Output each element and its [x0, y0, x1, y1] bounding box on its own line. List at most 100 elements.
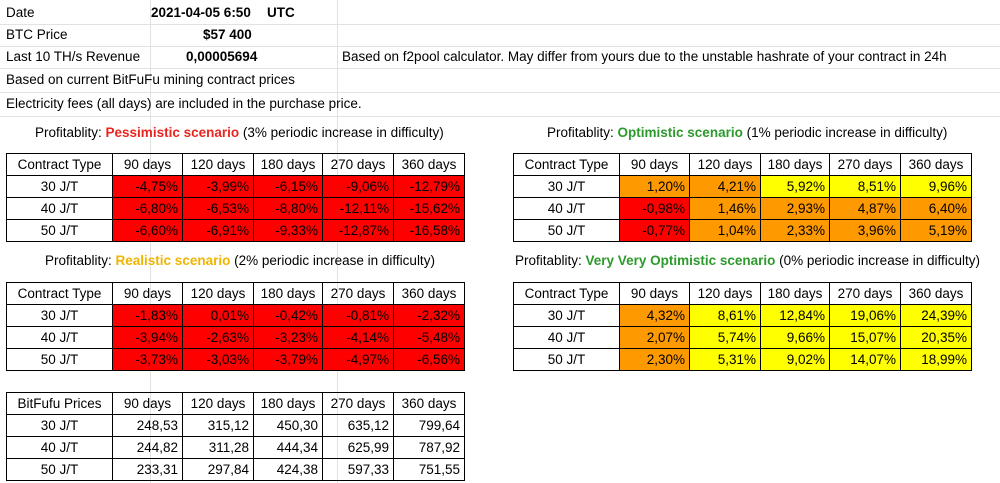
value-cell[interactable]: -0,42%	[253, 304, 323, 327]
value-cell[interactable]: 18,99%	[900, 348, 972, 371]
value-cell[interactable]: 5,74%	[689, 326, 761, 349]
table-realistic: Contract Type 90 days 120 days 180 days 270 …	[6, 282, 465, 371]
value-cell[interactable]: 9,66%	[760, 326, 830, 349]
value-cell[interactable]: 787,92	[393, 436, 465, 459]
value-cell[interactable]: -16,58%	[393, 219, 465, 242]
value-cell[interactable]: 311,28	[182, 436, 254, 459]
value-cell[interactable]: -2,32%	[393, 304, 465, 327]
header-cell-270-days: 270 days	[829, 282, 901, 305]
header-cell-contract-type: Contract Type	[513, 282, 620, 305]
value-cell[interactable]: -1,83%	[112, 304, 183, 327]
value-cell[interactable]: 635,12	[322, 414, 394, 437]
table-header-row: BitFufu Prices 90 days 120 days 180 days 270…	[6, 392, 465, 415]
value-cell[interactable]: 1,04%	[689, 219, 761, 242]
value-cell[interactable]: 1,46%	[689, 197, 761, 220]
header-cell-270-days: 270 days	[322, 392, 394, 415]
value-cell[interactable]: 1,20%	[619, 175, 690, 198]
value-cell[interactable]: -3,73%	[112, 348, 183, 371]
value-cell[interactable]: -0,77%	[619, 219, 690, 242]
row-label: 30 J/T	[6, 175, 113, 198]
value-cell[interactable]: 4,32%	[619, 304, 690, 327]
value-cell[interactable]: -12,79%	[393, 175, 465, 198]
value-cell[interactable]: -3,03%	[182, 348, 254, 371]
value-cell[interactable]: 19,06%	[829, 304, 901, 327]
value-cell[interactable]: -3,23%	[253, 326, 323, 349]
value-cell[interactable]: 8,61%	[689, 304, 761, 327]
value-cell[interactable]: -15,62%	[393, 197, 465, 220]
value-cell[interactable]: 20,35%	[900, 326, 972, 349]
header-cell-90-days: 90 days	[112, 282, 183, 305]
value-cell[interactable]: 9,02%	[760, 348, 830, 371]
header-cell-90-days: 90 days	[619, 282, 690, 305]
value-cell[interactable]: 5,31%	[689, 348, 761, 371]
value-cell[interactable]: -6,91%	[182, 219, 254, 242]
value-cell[interactable]: -6,60%	[112, 219, 183, 242]
value-cell[interactable]: -0,98%	[619, 197, 690, 220]
date-timezone: UTC	[267, 5, 295, 20]
header-cell-120-days: 120 days	[182, 282, 254, 305]
value-cell[interactable]: 424,38	[253, 458, 323, 481]
header-cell-360-days: 360 days	[900, 153, 972, 176]
value-cell[interactable]: -8,80%	[253, 197, 323, 220]
row-label: 50 J/T	[513, 348, 620, 371]
header-cell-120-days: 120 days	[689, 153, 761, 176]
value-cell[interactable]: 233,31	[112, 458, 183, 481]
value-cell[interactable]: -9,33%	[253, 219, 323, 242]
value-cell[interactable]: -5,48%	[393, 326, 465, 349]
value-cell[interactable]: -6,53%	[182, 197, 254, 220]
value-cell[interactable]: 751,55	[393, 458, 465, 481]
value-cell[interactable]: -3,79%	[253, 348, 323, 371]
value-cell[interactable]: 244,82	[112, 436, 183, 459]
value-cell[interactable]: 799,64	[393, 414, 465, 437]
header-cell-270-days: 270 days	[829, 153, 901, 176]
value-cell[interactable]: -3,99%	[182, 175, 254, 198]
value-cell[interactable]: -12,11%	[322, 197, 394, 220]
value-cell[interactable]: 444,34	[253, 436, 323, 459]
row-label: 50 J/T	[6, 348, 113, 371]
value-cell[interactable]: -6,56%	[393, 348, 465, 371]
row-label: 30 J/T	[6, 304, 113, 327]
value-cell[interactable]: 6,40%	[900, 197, 972, 220]
value-cell[interactable]: 9,96%	[900, 175, 972, 198]
value-cell[interactable]: 297,84	[182, 458, 254, 481]
table-row: 50 J/T -3,73% -3,03% -3,79% -4,97% -6,56%	[6, 348, 465, 371]
value-cell[interactable]: 0,01%	[182, 304, 254, 327]
table-row: 30 J/T 1,20% 4,21% 5,92% 8,51% 9,96%	[513, 175, 972, 198]
row-label: 40 J/T	[6, 326, 113, 349]
value-cell[interactable]: -2,63%	[182, 326, 254, 349]
value-cell[interactable]: 14,07%	[829, 348, 901, 371]
value-cell[interactable]: 597,33	[322, 458, 394, 481]
value-cell[interactable]: 8,51%	[829, 175, 901, 198]
value-cell[interactable]: 2,07%	[619, 326, 690, 349]
value-cell[interactable]: -0,81%	[322, 304, 394, 327]
header-cell-270-days: 270 days	[322, 282, 394, 305]
value-cell[interactable]: 625,99	[322, 436, 394, 459]
value-cell[interactable]: 315,12	[182, 414, 254, 437]
value-cell[interactable]: 4,87%	[829, 197, 901, 220]
value-cell[interactable]: -4,75%	[112, 175, 183, 198]
header-cell-180-days: 180 days	[760, 282, 830, 305]
value-cell[interactable]: 2,30%	[619, 348, 690, 371]
table-row: 40 J/T -6,80% -6,53% -8,80% -12,11% -15,62%	[6, 197, 465, 220]
value-cell[interactable]: -6,15%	[253, 175, 323, 198]
value-cell[interactable]: 2,93%	[760, 197, 830, 220]
value-cell[interactable]: 450,30	[253, 414, 323, 437]
value-cell[interactable]: -3,94%	[112, 326, 183, 349]
table-very-optimistic: Contract Type 90 days 120 days 180 days 270 …	[513, 282, 972, 371]
value-cell[interactable]: 5,19%	[900, 219, 972, 242]
value-cell[interactable]: 2,33%	[760, 219, 830, 242]
value-cell[interactable]: 24,39%	[900, 304, 972, 327]
value-cell[interactable]: 12,84%	[760, 304, 830, 327]
value-cell[interactable]: 15,07%	[829, 326, 901, 349]
value-cell[interactable]: -4,14%	[322, 326, 394, 349]
value-cell[interactable]: -9,06%	[322, 175, 394, 198]
value-cell[interactable]: 248,53	[112, 414, 183, 437]
value-cell[interactable]: 5,92%	[760, 175, 830, 198]
value-cell[interactable]: -6,80%	[112, 197, 183, 220]
value-cell[interactable]: -4,97%	[322, 348, 394, 371]
value-cell[interactable]: -12,87%	[322, 219, 394, 242]
value-cell[interactable]: 3,96%	[829, 219, 901, 242]
value-cell[interactable]: 4,21%	[689, 175, 761, 198]
header-cell-contract-type: Contract Type	[513, 153, 620, 176]
title-realistic: Profitablity: Realistic scenario (2% per…	[45, 253, 435, 268]
